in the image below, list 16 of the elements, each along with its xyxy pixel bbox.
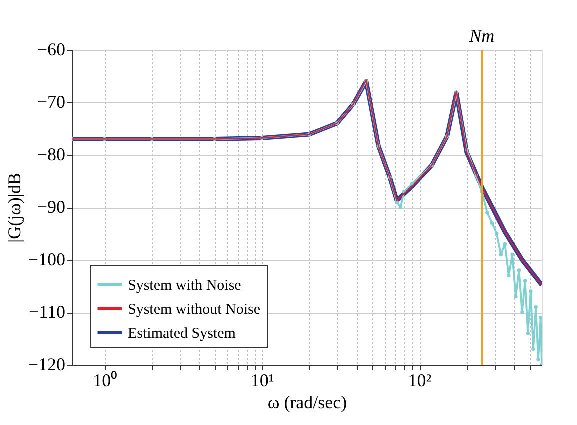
y-tick-label: −90 [37, 197, 66, 217]
x-tick-label: 10¹ [250, 370, 274, 390]
y-tick-label: −60 [37, 40, 66, 60]
y-axis-title: |G(jω)|dB [4, 172, 24, 244]
y-tick-label: −100 [28, 250, 66, 270]
y-tick-label: −110 [29, 302, 66, 322]
x-tick-label: 10² [408, 370, 432, 390]
legend-label: System with Noise [128, 278, 242, 294]
ref-line-label: Nm [468, 26, 495, 46]
x-tick-label: 10⁰ [93, 370, 118, 390]
x-axis-title: ω (rad/sec) [268, 392, 348, 412]
legend-label: Estimated System [128, 326, 236, 342]
y-tick-label: −80 [37, 144, 66, 164]
legend-label: System without Noise [128, 302, 261, 318]
y-tick-label: −120 [28, 354, 66, 374]
y-tick-label: −70 [37, 92, 66, 112]
